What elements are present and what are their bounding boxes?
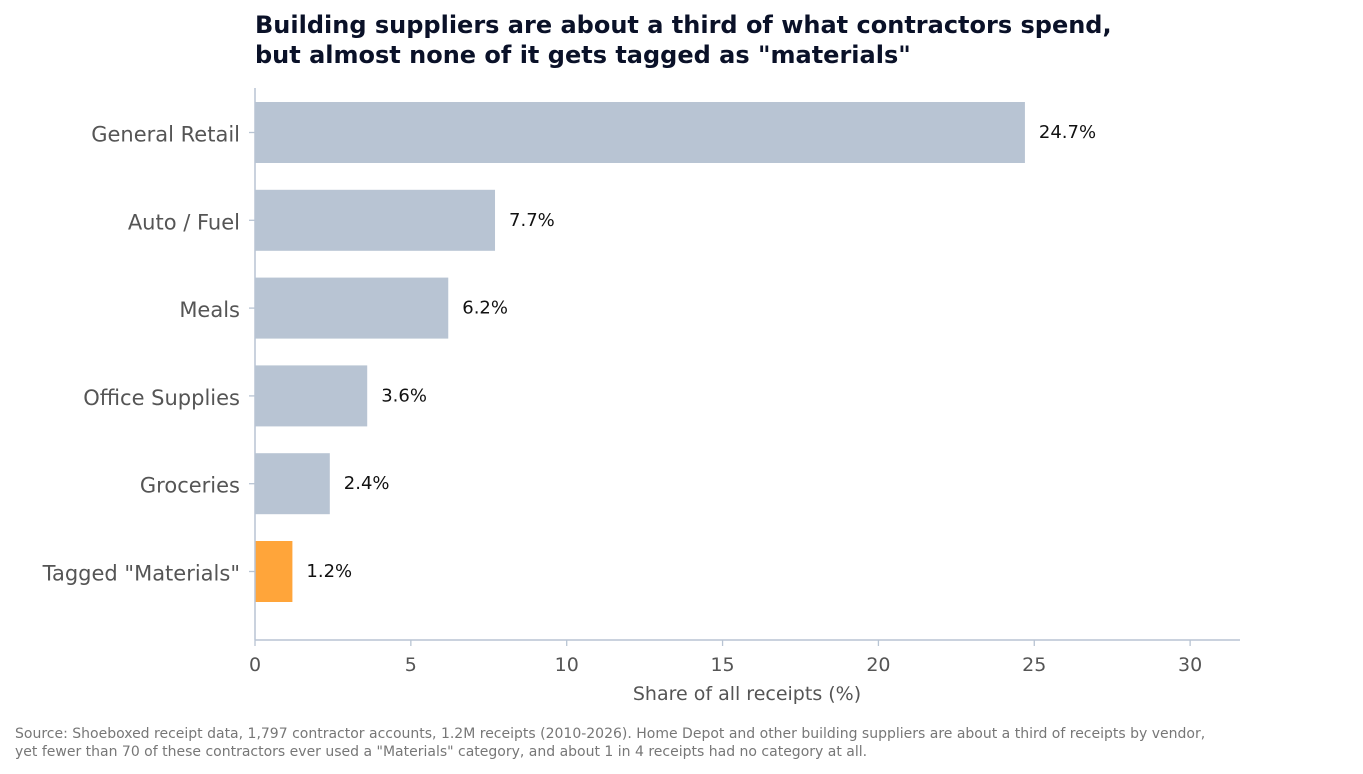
bar-office-supplies [255, 365, 368, 427]
x-axis-title: Share of all receipts (%) [633, 683, 861, 705]
value-label-general-retail: 24.7% [1039, 122, 1096, 143]
x-axis: 0 5 10 15 20 25 30 [249, 639, 1240, 676]
bar-general-retail [255, 102, 1025, 163]
bar-auto-fuel [255, 189, 496, 251]
x-tick-label-0: 0 [249, 654, 261, 676]
x-tick-label-5: 5 [405, 654, 417, 676]
x-tick-label-10: 10 [555, 654, 579, 676]
y-tick-label-tagged-materials: Tagged "Materials" [42, 562, 240, 586]
bars-group [255, 102, 1025, 602]
bar-chart: 24.7% 7.7% 6.2% 3.6% 2.4% 1.2% General Retail… [42, 88, 1240, 705]
y-tick-label-auto-fuel: Auto / Fuel [128, 210, 240, 234]
chart-title-line-1: Building suppliers are about a third of … [255, 11, 1112, 39]
x-tick-label-20: 20 [866, 654, 890, 676]
value-labels-group: 24.7% 7.7% 6.2% 3.6% 2.4% 1.2% [306, 122, 1096, 582]
value-label-tagged-materials: 1.2% [306, 561, 352, 582]
x-tick-label-30: 30 [1178, 654, 1202, 676]
bar-groceries [255, 453, 330, 515]
y-tick-label-general-retail: General Retail [91, 123, 240, 147]
value-label-auto-fuel: 7.7% [509, 210, 555, 231]
value-label-groceries: 2.4% [344, 473, 390, 494]
source-note-line-1: Source: Shoeboxed receipt data, 1,797 co… [15, 726, 1206, 742]
y-axis: General Retail Auto / Fuel Meals Office Sup… [42, 88, 256, 640]
x-tick-label-25: 25 [1022, 654, 1046, 676]
source-note-line-2: yet fewer than 70 of these contractors e… [15, 744, 868, 760]
value-label-office-supplies: 3.6% [381, 385, 427, 406]
source-note: Source: Shoeboxed receipt data, 1,797 co… [15, 725, 1360, 761]
chart-title-line-2: but almost none of it gets tagged as "ma… [255, 41, 911, 69]
y-tick-label-groceries: Groceries [140, 474, 240, 498]
y-tick-label-meals: Meals [179, 298, 240, 322]
chart-title: Building suppliers are about a third of … [255, 10, 1335, 70]
bar-tagged-materials [255, 541, 293, 602]
y-tick-label-office-supplies: Office Supplies [83, 386, 240, 410]
bar-meals [255, 277, 449, 339]
x-tick-label-15: 15 [710, 654, 734, 676]
value-label-meals: 6.2% [462, 298, 508, 319]
